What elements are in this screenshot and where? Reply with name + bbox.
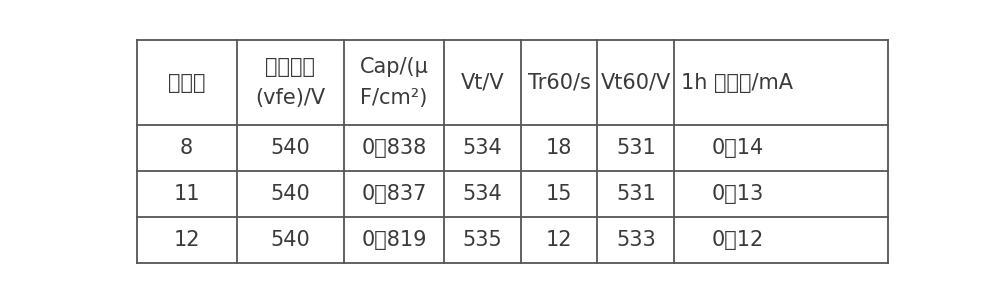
Text: 18: 18: [546, 138, 572, 158]
Text: (vfe)/V: (vfe)/V: [255, 88, 325, 108]
Text: 533: 533: [616, 230, 656, 250]
Text: 形成电压: 形成电压: [265, 57, 315, 77]
Text: 534: 534: [463, 184, 502, 204]
Text: 实施例: 实施例: [168, 73, 205, 93]
Text: 531: 531: [616, 138, 656, 158]
Text: 12: 12: [546, 230, 572, 250]
Text: 531: 531: [616, 184, 656, 204]
Text: 11: 11: [173, 184, 200, 204]
Text: 12: 12: [173, 230, 200, 250]
Text: 0．838: 0．838: [361, 138, 427, 158]
Text: 0．837: 0．837: [361, 184, 427, 204]
Text: F/cm²): F/cm²): [360, 88, 428, 108]
Text: 535: 535: [463, 230, 502, 250]
Text: 1h 漏电流/mA: 1h 漏电流/mA: [681, 73, 793, 93]
Text: 540: 540: [270, 184, 310, 204]
Text: Tr60/s: Tr60/s: [528, 73, 591, 93]
Text: 540: 540: [270, 230, 310, 250]
Text: Vt/V: Vt/V: [461, 73, 504, 93]
Text: 0．819: 0．819: [361, 230, 427, 250]
Text: 0．12: 0．12: [711, 230, 763, 250]
Text: 534: 534: [463, 138, 502, 158]
Text: 540: 540: [270, 138, 310, 158]
Text: 0．13: 0．13: [711, 184, 763, 204]
Text: Cap/(μ: Cap/(μ: [360, 57, 429, 77]
Text: 15: 15: [546, 184, 572, 204]
Text: Vt60/V: Vt60/V: [601, 73, 671, 93]
Text: 8: 8: [180, 138, 193, 158]
Text: 0．14: 0．14: [711, 138, 763, 158]
